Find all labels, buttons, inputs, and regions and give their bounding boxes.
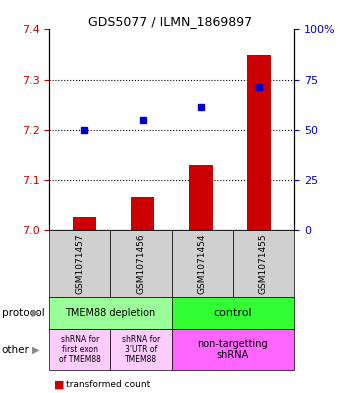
Text: GSM1071457: GSM1071457 xyxy=(75,233,84,294)
Text: other: other xyxy=(2,345,30,354)
Text: TMEM88 depletion: TMEM88 depletion xyxy=(65,308,156,318)
Text: ▶: ▶ xyxy=(32,308,39,318)
Text: non-targetting
shRNA: non-targetting shRNA xyxy=(198,339,268,360)
Text: shRNA for
3'UTR of
TMEM88: shRNA for 3'UTR of TMEM88 xyxy=(122,335,160,364)
Bar xyxy=(73,217,96,230)
Text: ■: ■ xyxy=(54,380,65,390)
Text: GSM1071454: GSM1071454 xyxy=(198,233,207,294)
Text: protocol: protocol xyxy=(2,308,45,318)
Bar xyxy=(248,55,271,230)
Text: transformed count: transformed count xyxy=(66,380,151,389)
Text: GDS5077 / ILMN_1869897: GDS5077 / ILMN_1869897 xyxy=(88,15,252,28)
Text: ▶: ▶ xyxy=(32,345,39,354)
Text: GSM1071456: GSM1071456 xyxy=(137,233,146,294)
Text: control: control xyxy=(214,308,252,318)
Text: GSM1071455: GSM1071455 xyxy=(259,233,268,294)
Bar xyxy=(131,197,154,230)
Text: shRNA for
first exon
of TMEM88: shRNA for first exon of TMEM88 xyxy=(59,335,101,364)
Bar xyxy=(189,165,212,230)
